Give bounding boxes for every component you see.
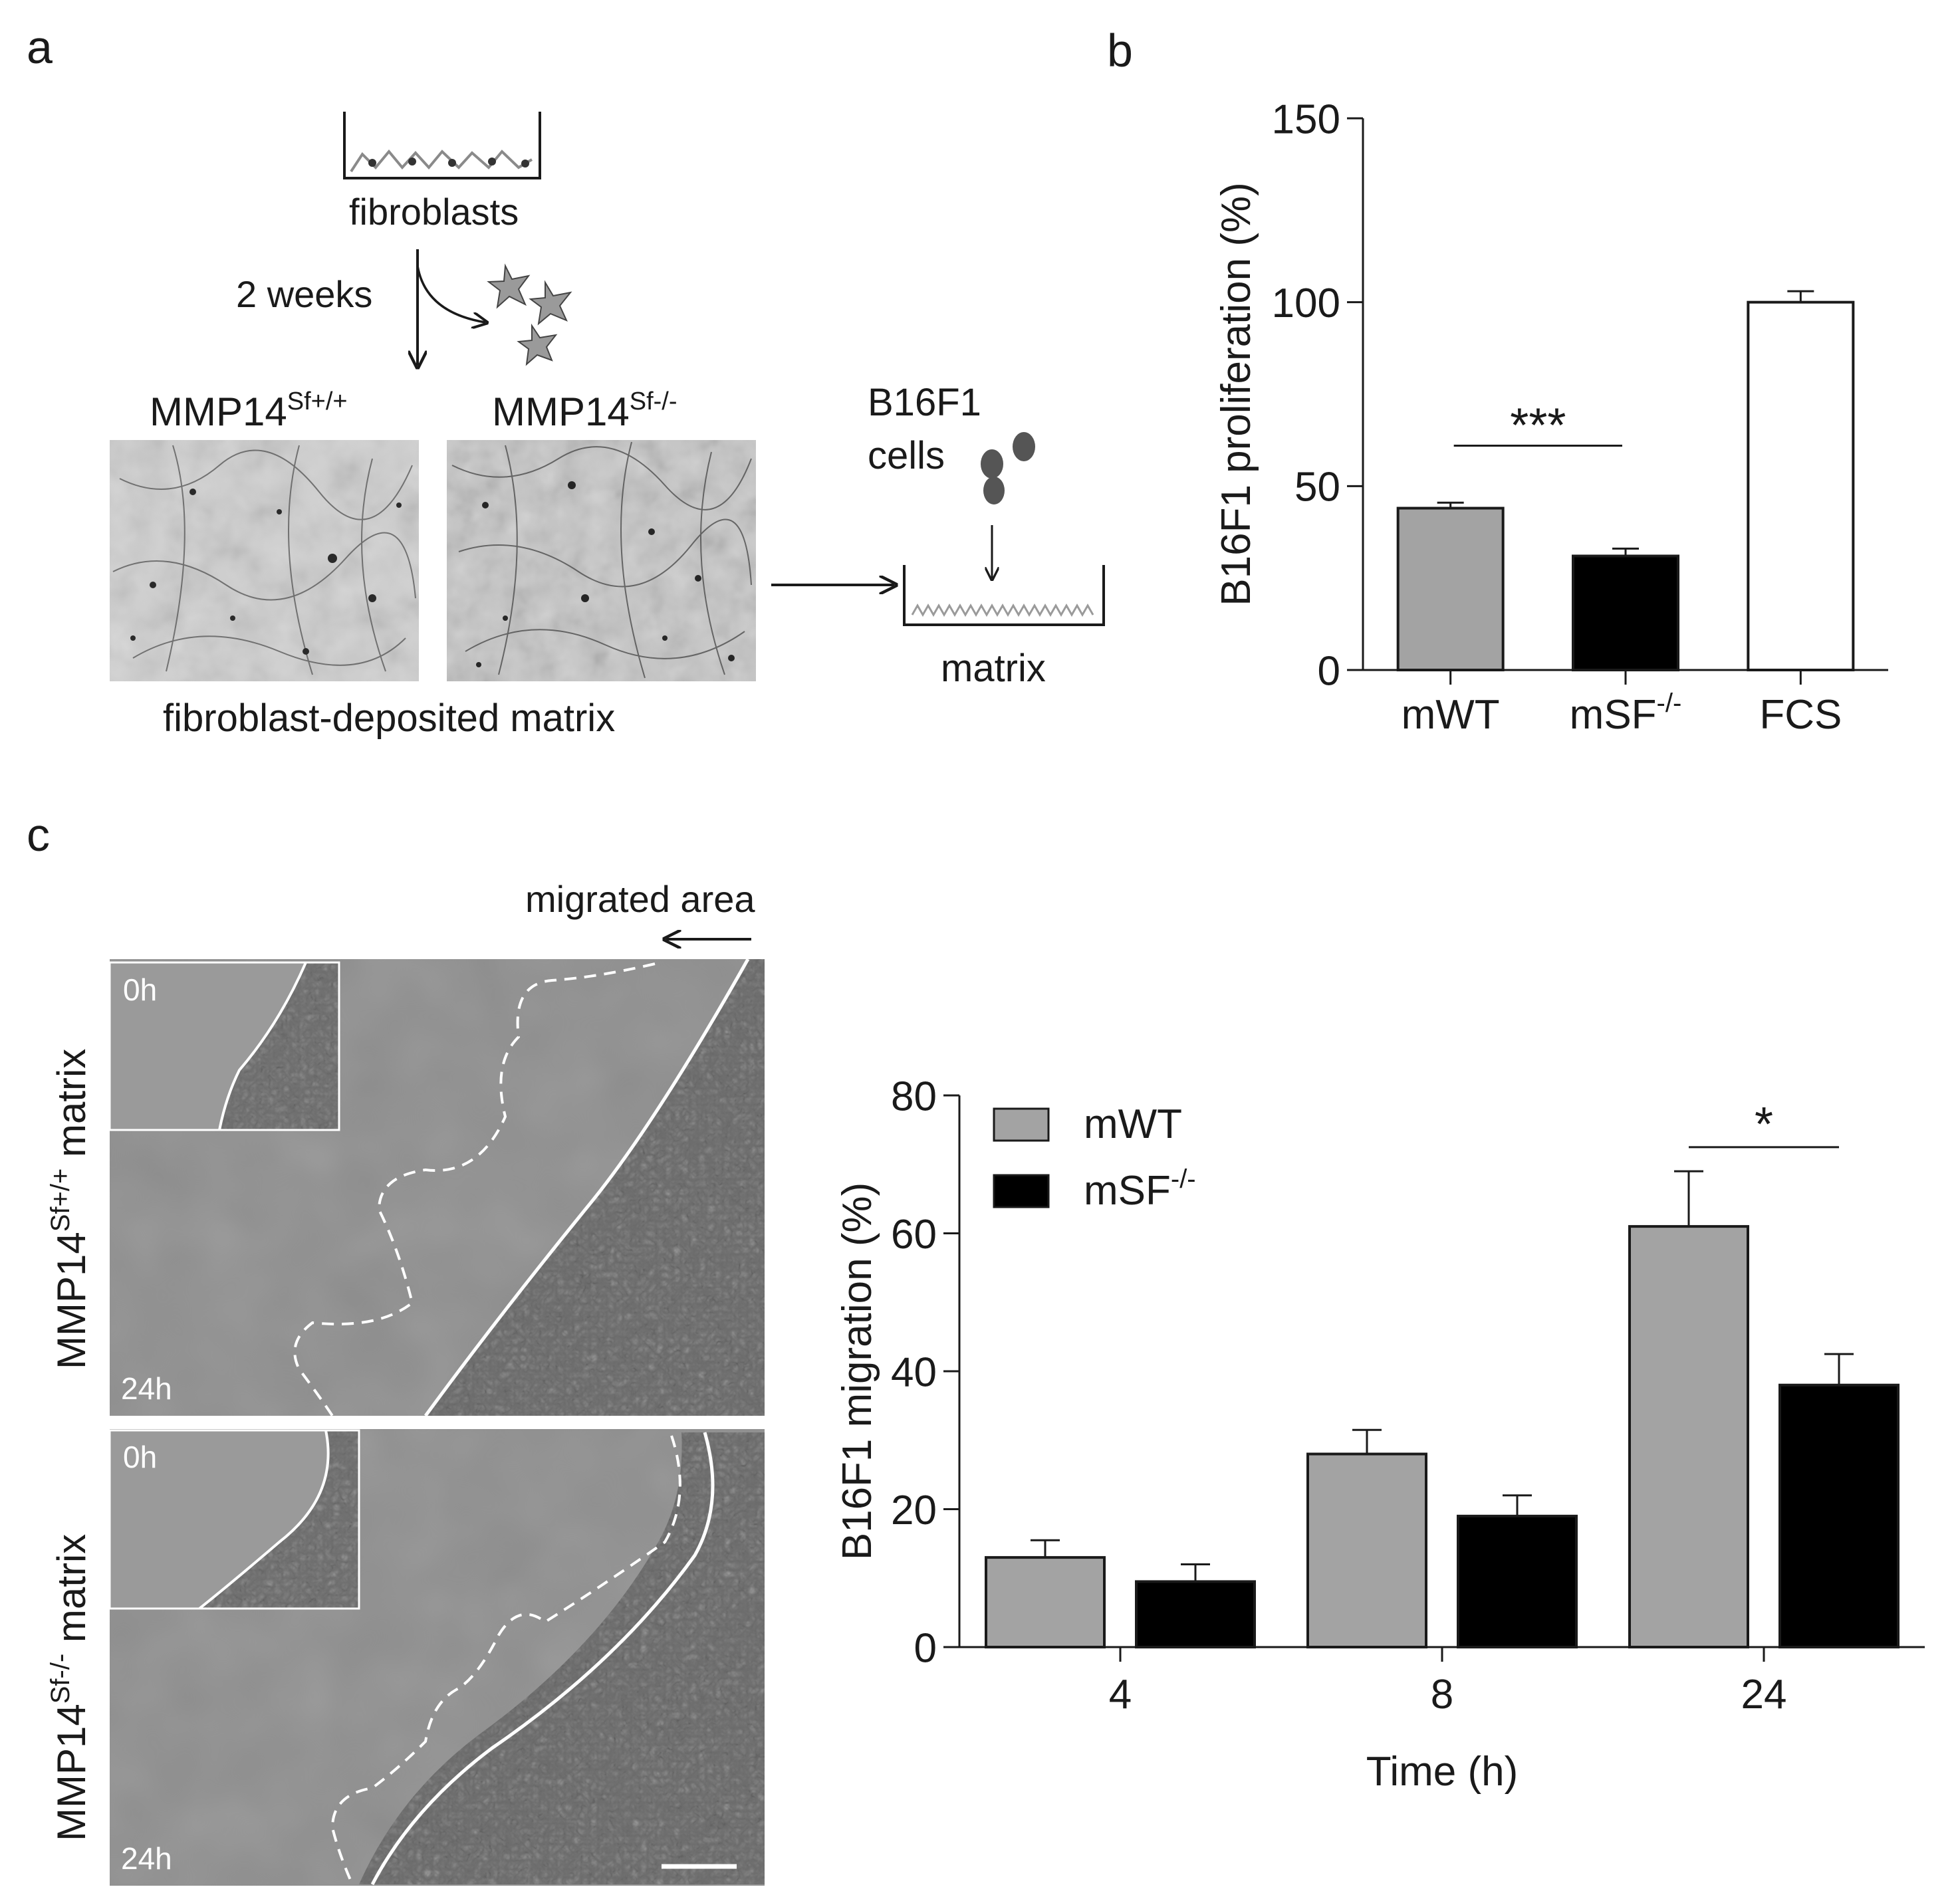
ko-migration-front-line (370, 1432, 715, 1886)
x-tick-label: mSF-/- (1570, 689, 1682, 738)
process-arrow (418, 249, 485, 366)
x-tick-label: FCS (1759, 692, 1842, 738)
bar-mwt-4h (985, 1556, 1106, 1648)
wt-migration-front-line (424, 958, 750, 1417)
matrix-caption: fibroblast-deposited matrix (163, 697, 615, 740)
bar-mwt-8h (1306, 1452, 1427, 1648)
proliferation-chart: 0 50 100 150 mWT mSF-/- FCS *** B16F1 proliferat… (1213, 96, 1888, 738)
ko-migrated-area-outline (330, 1435, 681, 1885)
y-axis-label: B16F1 proliferation (%) (1213, 182, 1259, 606)
legend-label-msf: mSF-/- (1084, 1165, 1196, 1214)
x-tick-label: 24 (1741, 1672, 1787, 1718)
migrated-area-label: migrated area (525, 878, 755, 920)
detached-fibroblasts-icon (487, 263, 572, 366)
legend-label-mwt: mWT (1084, 1101, 1182, 1147)
b16f1-label-line1: B16F1 (868, 381, 981, 424)
ko-main-time: 24h (121, 1841, 172, 1876)
micrograph-ko-24h: 0h 24h (108, 1429, 765, 1886)
b16f1-label-line2: cells (868, 434, 945, 477)
x-tick-label: 4 (1109, 1672, 1132, 1718)
y-tick-label: 20 (891, 1488, 937, 1533)
ko-inset-0h: 0h (108, 1429, 360, 1610)
wt-inset-0h: 0h (108, 961, 340, 1131)
significance-label: * (1755, 1098, 1773, 1151)
fibroblasts-label: fibroblasts (349, 191, 519, 233)
y-tick-label: 150 (1272, 96, 1340, 142)
bar-msf (1572, 554, 1679, 672)
y-tick-label: 40 (891, 1349, 937, 1395)
panel-label-c: c (27, 809, 50, 861)
significance-label: *** (1510, 399, 1566, 452)
bar-mwt-24h (1628, 1225, 1749, 1648)
micrograph-wt-24h: 0h 24h (108, 958, 765, 1417)
y-tick-label: 0 (914, 1625, 937, 1671)
legend-swatch-msf (993, 1174, 1050, 1208)
matrix-wt-title: MMP14Sf+/+ (150, 388, 348, 434)
migration-chart: 0 20 40 60 80 4 8 24 Time (h) B16F1 migration (%)… (834, 1073, 1925, 1795)
y-axis-label: B16F1 migration (%) (834, 1182, 880, 1561)
x-axis-label: Time (h) (1366, 1749, 1518, 1795)
fibroblast-culture-dish (343, 112, 541, 179)
b16f1-cells-icon (981, 432, 1035, 504)
x-tick-label: 8 (1431, 1672, 1453, 1718)
matrix-ko-title: MMP14Sf-/- (492, 388, 677, 434)
wt-inset-time: 0h (123, 972, 157, 1007)
panel-label-b: b (1107, 25, 1133, 76)
bar-msf-24h (1778, 1383, 1899, 1648)
matrix-ko-image (447, 440, 756, 681)
y-tick-label: 60 (891, 1212, 937, 1258)
micrograph-bottom-label: MMP14Sf-/- matrix (46, 1534, 94, 1841)
legend-swatch-mwt (993, 1107, 1050, 1142)
bar-msf-4h (1135, 1580, 1256, 1648)
y-tick-label: 100 (1272, 280, 1340, 326)
panel-label-a: a (27, 21, 53, 73)
bar-mwt (1396, 506, 1505, 671)
bar-fcs (1747, 300, 1855, 671)
y-tick-label: 0 (1318, 648, 1340, 694)
y-tick-label: 50 (1294, 465, 1340, 510)
ko-inset-time: 0h (123, 1440, 157, 1474)
bar-msf-8h (1457, 1514, 1578, 1648)
x-tick-label: mWT (1402, 692, 1500, 738)
wt-main-time: 24h (121, 1371, 172, 1406)
y-tick-label: 80 (891, 1073, 937, 1119)
duration-label: 2 weeks (236, 273, 372, 315)
micrograph-top-label: MMP14Sf+/+ matrix (46, 1049, 94, 1369)
matrix-dish (903, 565, 1105, 626)
matrix-label: matrix (941, 647, 1046, 690)
matrix-wt-image (110, 440, 419, 681)
